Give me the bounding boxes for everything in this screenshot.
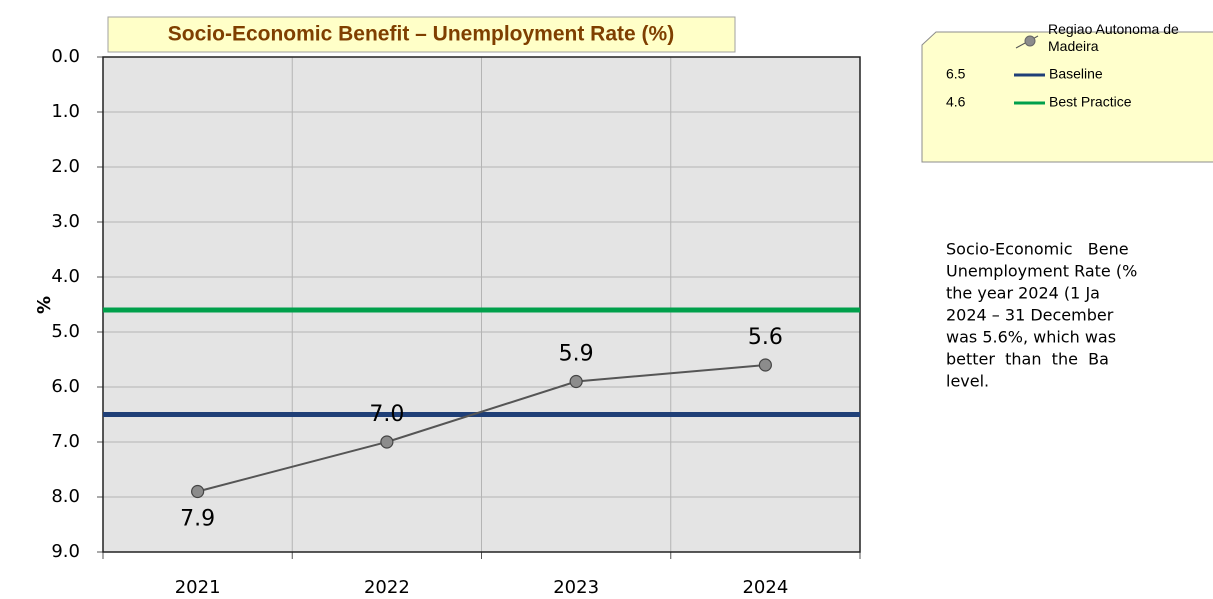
y-tick-label: 2.0 (51, 156, 80, 177)
paragraph-line: level. (946, 372, 989, 391)
y-tick-label: 8.0 (51, 486, 80, 507)
y-tick-label: 7.0 (51, 431, 80, 452)
y-tick-label: 6.0 (51, 376, 80, 397)
y-tick-label: 9.0 (51, 541, 80, 562)
legend-label: Baseline (1049, 66, 1103, 82)
paragraph-line: Socio-Economic Bene (946, 240, 1129, 259)
plot-border (102, 56, 861, 553)
legend-box (921, 31, 1213, 163)
x-tick-label: 2021 (175, 577, 221, 598)
x-tick-label: 2022 (364, 577, 410, 598)
y-tick-label: 3.0 (51, 211, 80, 232)
data-label: 7.0 (369, 402, 404, 427)
legend-value: 6.5 (946, 66, 966, 82)
series-line (197, 364, 766, 493)
marker (758, 358, 772, 372)
x-tick-label: 2023 (553, 577, 599, 598)
paragraph-line: was 5.6%, which was (946, 328, 1116, 347)
data-label: 5.6 (748, 325, 783, 350)
y-tick-label: 0.0 (51, 46, 80, 67)
paragraph-line: 2024 – 31 December (946, 306, 1114, 325)
paragraph-line: Unemployment Rate (% (946, 262, 1137, 281)
y-tick-label: 5.0 (51, 321, 80, 342)
paragraph-line: the year 2024 (1 Ja (946, 284, 1100, 303)
data-label: 7.9 (180, 507, 215, 532)
title-box (107, 16, 736, 53)
marker (191, 484, 205, 499)
y-axis-title: % (34, 296, 55, 314)
data-label: 5.9 (559, 342, 594, 367)
legend-marker (1024, 35, 1036, 47)
marker (569, 374, 583, 389)
legend-value: 4.6 (946, 94, 966, 110)
y-tick-label: 1.0 (51, 101, 80, 122)
paragraph-line: better than the Ba (946, 350, 1109, 369)
x-tick-label: 2024 (742, 577, 788, 598)
chart-title: Socio-Economic Benefit – Unemployment Ra… (168, 23, 674, 46)
marker (380, 435, 394, 449)
legend-label: Best Practice (1049, 94, 1132, 110)
y-tick-label: 4.0 (51, 266, 80, 287)
legend-label: Regiao Autonoma de Madeira (1048, 21, 1179, 54)
